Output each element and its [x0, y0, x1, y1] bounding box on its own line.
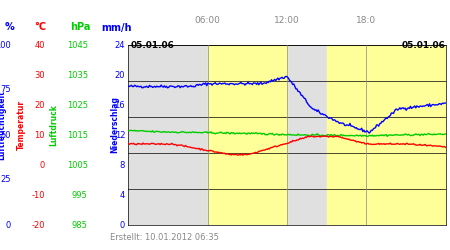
Text: 1045: 1045 — [67, 40, 88, 50]
Bar — [128, 45, 207, 225]
Bar — [287, 45, 327, 225]
Bar — [327, 45, 446, 225]
Text: Luftdruck: Luftdruck — [50, 104, 58, 146]
Text: 0: 0 — [6, 220, 11, 230]
Text: 20: 20 — [115, 70, 125, 80]
Text: 50: 50 — [1, 130, 11, 140]
Text: -20: -20 — [32, 220, 45, 230]
Text: 16: 16 — [114, 100, 125, 110]
Text: mm/h: mm/h — [101, 22, 132, 32]
Text: 40: 40 — [35, 40, 45, 50]
Text: Erstellt: 10.01.2012 06:35: Erstellt: 10.01.2012 06:35 — [110, 234, 219, 242]
Bar — [207, 45, 287, 225]
Text: Niederschlag: Niederschlag — [110, 96, 119, 154]
Text: Luftfeuchtigkeit: Luftfeuchtigkeit — [0, 90, 7, 160]
Text: -10: -10 — [32, 190, 45, 200]
Text: 25: 25 — [1, 176, 11, 184]
Text: 995: 995 — [72, 190, 88, 200]
Text: %: % — [4, 22, 14, 32]
Text: 985: 985 — [72, 220, 88, 230]
Text: 05.01.06: 05.01.06 — [130, 41, 175, 50]
Text: 12:00: 12:00 — [274, 16, 300, 25]
Text: 8: 8 — [120, 160, 125, 170]
Text: 1015: 1015 — [67, 130, 88, 140]
Text: 30: 30 — [34, 70, 45, 80]
Text: 4: 4 — [120, 190, 125, 200]
Text: 12: 12 — [115, 130, 125, 140]
Text: 0: 0 — [40, 160, 45, 170]
Text: 18:0: 18:0 — [356, 16, 376, 25]
Text: 05.01.06: 05.01.06 — [401, 41, 446, 50]
Text: hPa: hPa — [70, 22, 90, 32]
Text: 75: 75 — [0, 86, 11, 94]
Text: °C: °C — [34, 22, 46, 32]
Text: 24: 24 — [115, 40, 125, 50]
Text: 06:00: 06:00 — [194, 16, 220, 25]
Text: 20: 20 — [35, 100, 45, 110]
Text: Temperatur: Temperatur — [17, 100, 26, 150]
Text: 0: 0 — [120, 220, 125, 230]
Text: 1035: 1035 — [67, 70, 88, 80]
Text: 10: 10 — [35, 130, 45, 140]
Text: 100: 100 — [0, 40, 11, 50]
Text: 1005: 1005 — [67, 160, 88, 170]
Text: 1025: 1025 — [67, 100, 88, 110]
